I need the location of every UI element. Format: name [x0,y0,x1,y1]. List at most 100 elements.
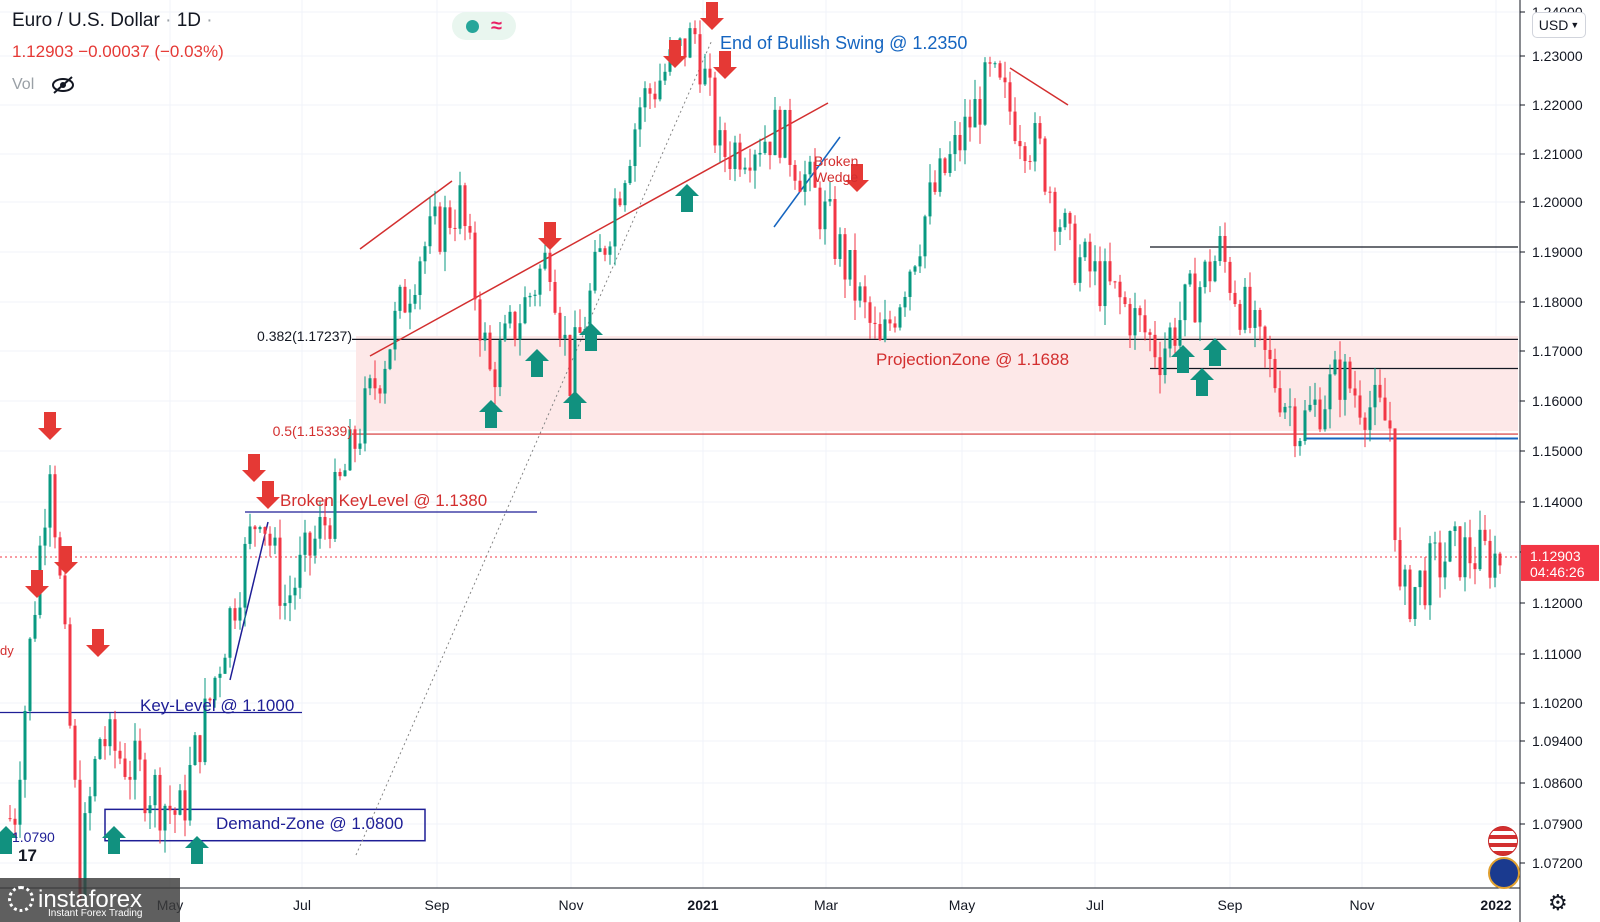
candle-body [148,805,152,814]
candle [103,726,107,760]
candle-body [338,471,342,477]
x-tick-label: Nov [559,897,584,913]
candle-body [1433,542,1437,544]
candle [1413,586,1417,626]
candle [1373,367,1377,426]
candle [468,213,472,240]
candle [498,322,502,397]
candle-body [253,526,257,530]
candle-body [378,388,382,394]
candle-body [453,227,457,229]
chart-grid [0,0,1520,888]
brand-name: instaforex [38,886,143,913]
timeframe[interactable]: 1D [176,10,202,31]
symbol-header[interactable]: Euro / U.S. Dollar · 1D · [12,10,213,31]
candle [368,374,372,396]
candle [218,666,222,698]
candle-body [988,62,992,64]
candle [1008,71,1012,125]
candle-body [1208,261,1212,282]
candle [563,316,567,356]
candle-body [108,719,112,747]
candle-body [1238,304,1242,330]
candle-body [1203,261,1207,288]
candle-body [1403,569,1407,587]
candle [838,227,842,267]
data-delay-icon: ≈ [491,15,502,37]
candle [503,314,507,342]
x-tick-label: 2021 [687,897,718,913]
currency-label: USD [1538,17,1569,33]
candle-body [978,99,982,125]
gear-icon[interactable]: ⚙ [1548,890,1568,915]
candle [408,289,412,330]
market-status-badge[interactable]: ≈ [452,12,516,40]
annotation-label: 0.5(1.15339) [273,423,352,439]
volume-indicator[interactable]: Vol [12,75,76,95]
last-price-badge-value: 1.12903 [1530,548,1581,564]
candle-body [1118,281,1122,298]
candle [803,160,807,206]
candle-body [813,161,817,188]
candle-body [1318,399,1322,430]
candle-body [1373,384,1377,408]
candle [683,38,687,67]
eu-flag-icon[interactable] [1488,857,1520,889]
candle-body [168,805,172,811]
candle-body [293,587,297,596]
market-open-icon [466,19,479,33]
x-tick-label: Mar [814,897,838,913]
buy-arrow-icon [1171,345,1195,373]
candle-body [798,180,802,192]
candle [1068,211,1072,241]
annotation-label: Demand-Zone @ 1.0800 [216,814,403,833]
candle-body [463,185,467,227]
candle [938,148,942,197]
candle [1093,245,1097,286]
candle-body [233,608,237,621]
eye-hidden-icon[interactable] [50,75,76,95]
sell-arrow-icon [845,164,869,192]
candle [418,256,422,310]
candle-body [1338,359,1342,400]
candle-body [763,141,767,153]
candle [713,71,717,154]
candle-body [1248,286,1252,328]
candle-body [1283,406,1287,413]
candle-body [623,183,627,206]
candle [533,289,537,307]
candle [1338,341,1342,418]
candle-body [913,266,917,272]
candle-body [733,142,737,170]
candle-body [213,677,217,701]
candle [208,697,212,707]
candle [1253,300,1257,348]
candle-body [308,532,312,556]
candle [1023,142,1027,173]
annotation-label: Broken KeyLevel @ 1.1380 [280,491,487,510]
candle-body [1023,146,1027,162]
currency-selector[interactable]: USD ▼ [1532,12,1586,38]
wedge-break-line [773,136,841,228]
candle [828,181,832,207]
sell-arrow-icon [538,222,562,250]
candle-body [603,248,607,255]
candle [993,61,997,68]
candle-body [543,252,547,269]
candle-body [433,206,437,217]
candle [1308,386,1312,413]
candle-body [288,595,292,604]
candle [93,756,97,802]
candle [343,463,347,477]
us-flag-icon[interactable] [1488,826,1518,856]
candle [183,774,187,837]
candle-body [738,142,742,170]
candle-body [1228,261,1232,293]
candle-body [63,575,67,625]
candle-body [398,286,402,311]
buy-arrow-icon [185,836,209,864]
candle-body [1148,332,1152,335]
candle [1398,527,1402,591]
candle [303,519,307,572]
